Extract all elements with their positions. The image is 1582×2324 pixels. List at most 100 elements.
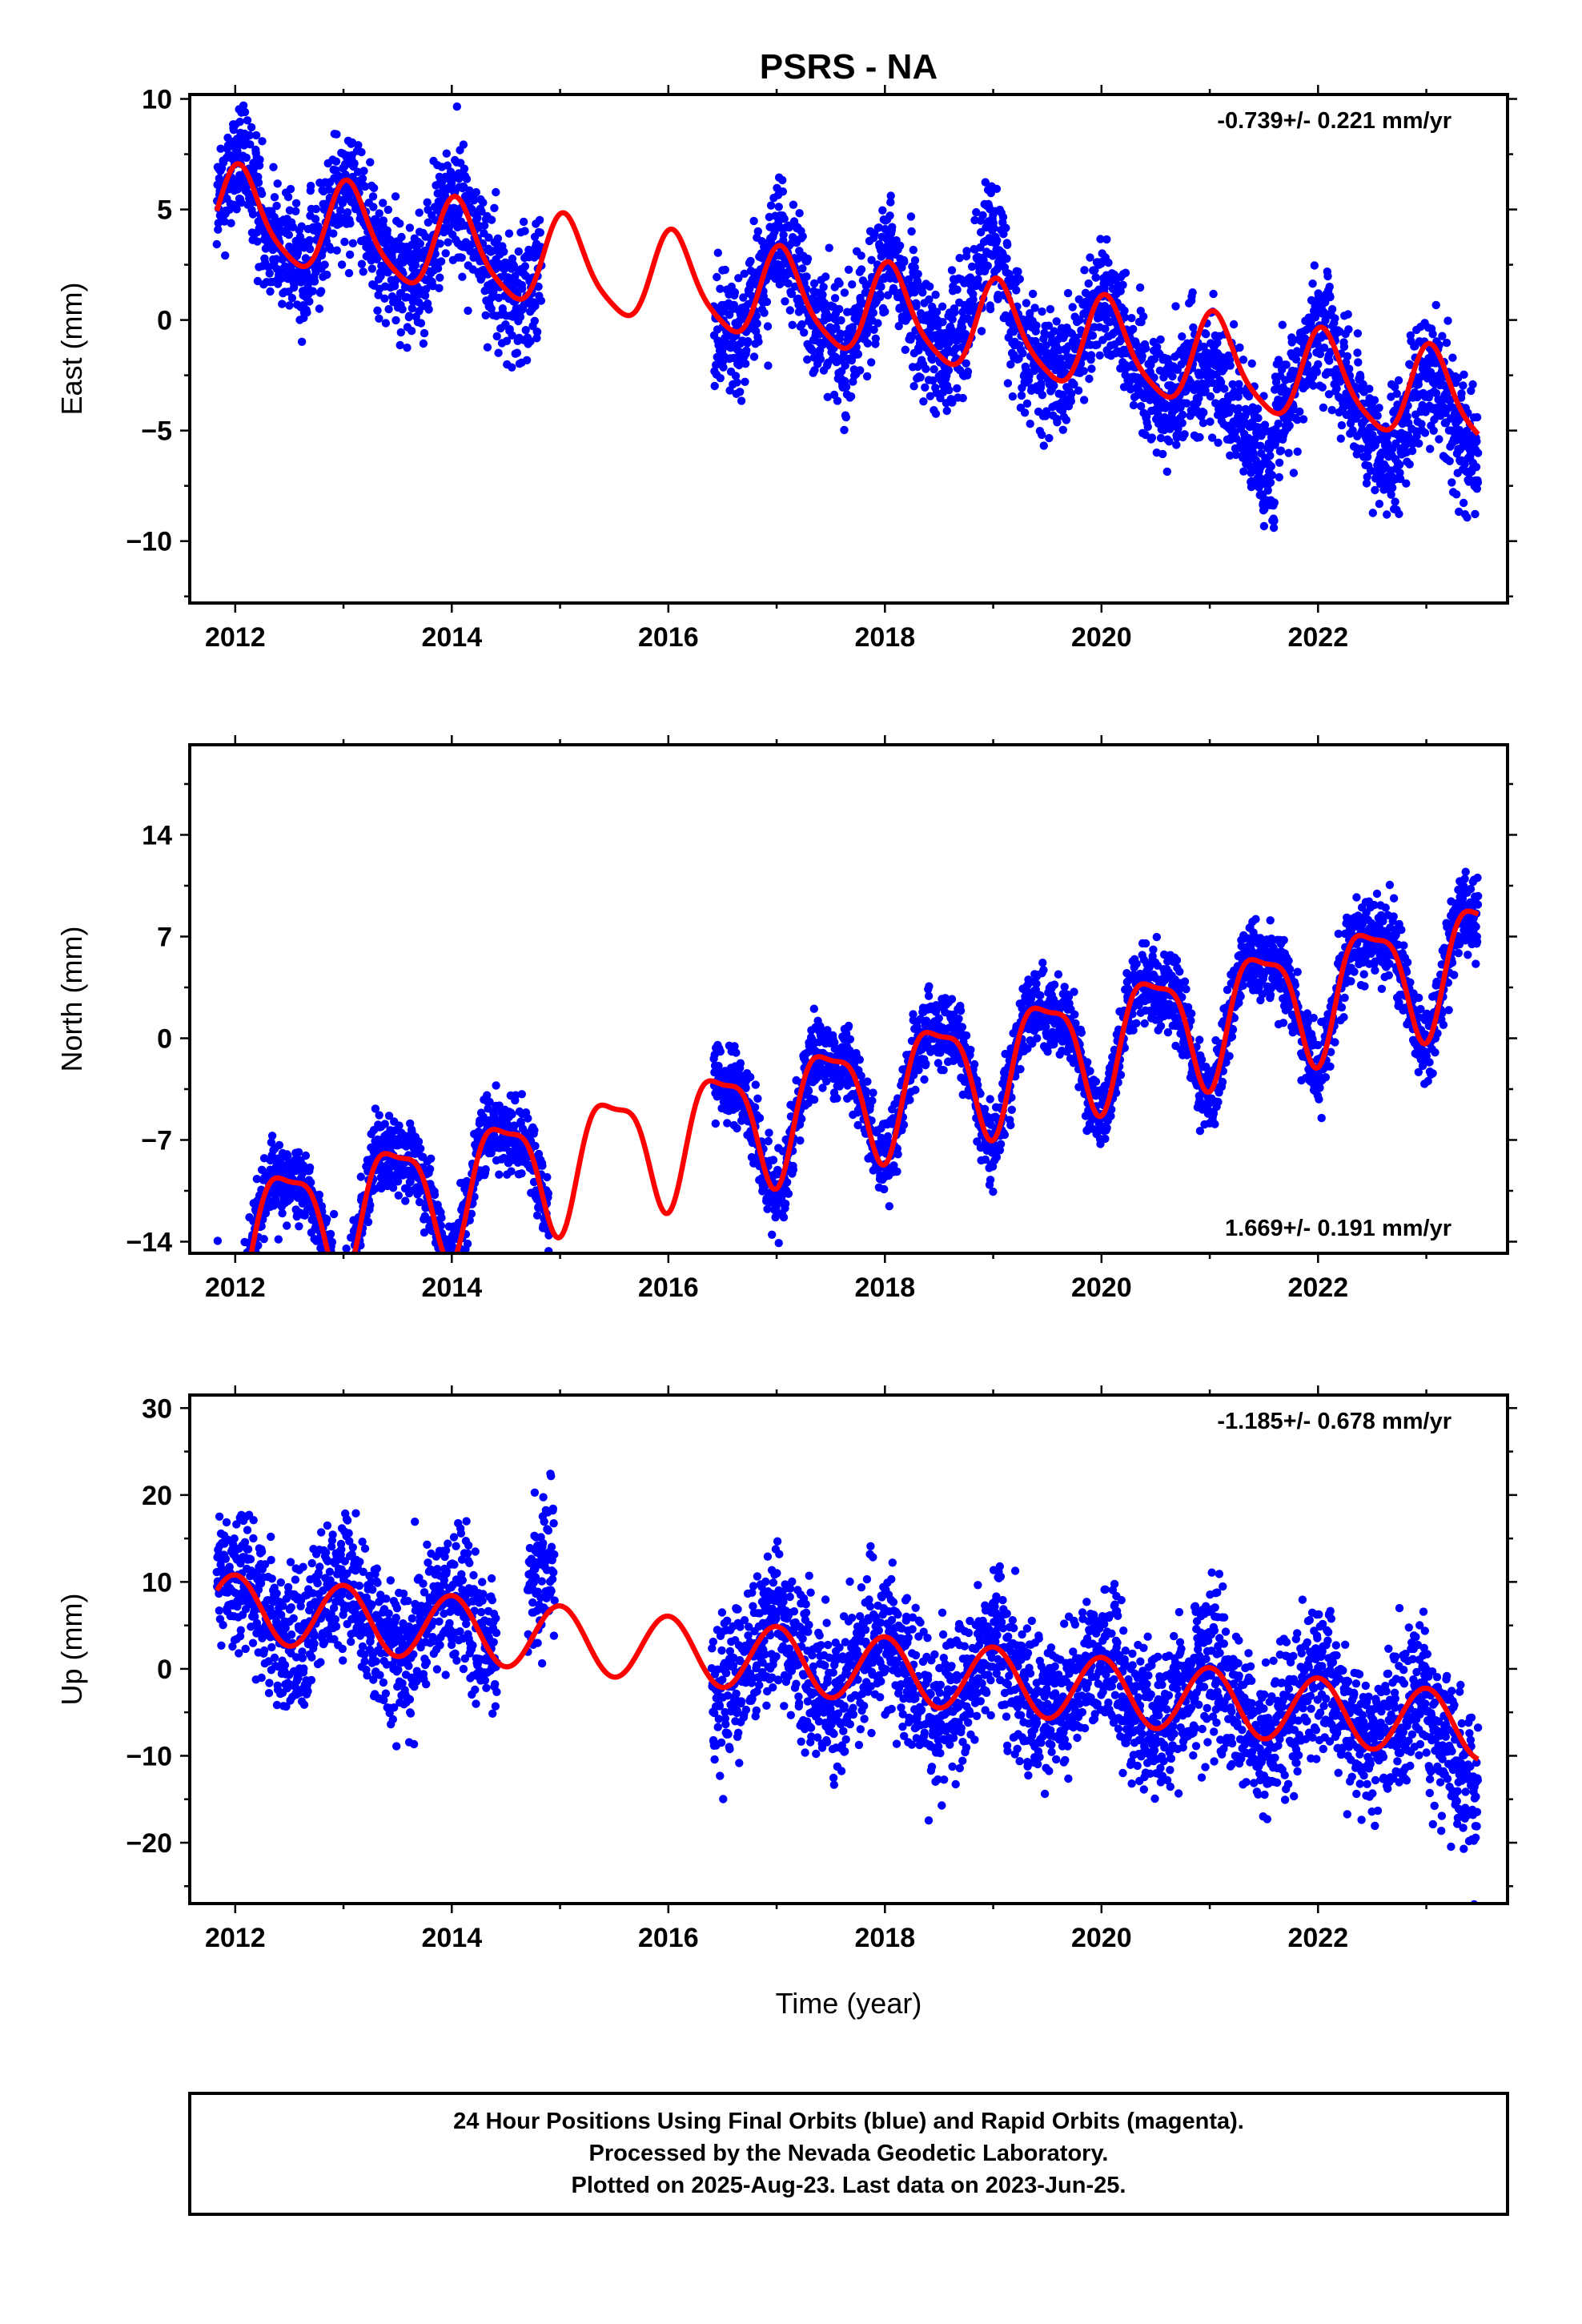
data-point [1395,468,1404,477]
data-point [1235,343,1244,352]
data-point [335,1261,343,1269]
data-point [992,184,1002,193]
data-point [514,247,523,256]
data-point [273,179,282,188]
data-point [1207,433,1217,442]
data-point [424,305,433,314]
data-point [473,214,482,223]
data-point [1310,261,1319,270]
data-point [1274,419,1283,428]
data-point [836,329,845,338]
data-point [1415,439,1423,448]
data-point [1214,438,1223,447]
data-point [375,1111,383,1120]
data-point [474,1127,483,1136]
data-point [1247,468,1255,477]
data-point [731,372,741,380]
east-frame [188,93,1509,605]
data-point [344,1297,352,1305]
data-point [1096,235,1105,243]
data-point [1039,441,1049,450]
data-point [1177,360,1186,369]
data-point [788,320,797,329]
data-point [310,277,319,286]
data-point [1038,307,1046,316]
data-point [1445,456,1454,465]
data-point [341,170,350,179]
data-point [350,1263,358,1271]
data-point [333,1296,341,1304]
data-point [487,215,496,224]
data-point [1435,435,1443,444]
data-point [931,409,941,418]
data-point [323,1215,331,1224]
data-point [846,392,856,401]
data-point [342,1269,350,1277]
data-point [1383,510,1391,519]
data-point [502,336,512,345]
data-point [1141,344,1150,353]
data-point [500,247,508,256]
data-point [254,1241,263,1250]
data-point [325,1286,333,1294]
data-point [1472,485,1482,493]
data-point [1235,380,1243,388]
data-point [951,344,961,353]
data-point [234,1264,242,1272]
data-point [424,218,432,227]
data-point [863,339,873,348]
data-point [272,255,281,263]
data-point [819,283,828,292]
data-point [538,1161,547,1170]
data-point [380,1120,389,1128]
data-point [896,241,905,250]
data-point [335,1285,343,1293]
data-point [1228,380,1237,389]
data-point [420,292,430,300]
data-point [1327,304,1337,314]
data-point [1271,378,1281,387]
data-point [740,269,749,278]
data-point [325,1289,333,1297]
data-point [1460,370,1468,379]
x-tick-label: 2012 [205,622,266,653]
data-point [436,239,444,248]
data-point [350,159,359,168]
data-point [1220,384,1229,393]
data-point [337,260,347,269]
data-point [1348,426,1357,435]
data-point [543,1172,552,1182]
data-point [1368,509,1378,517]
data-point [1270,498,1279,507]
data-point [969,295,978,304]
data-point [910,255,920,265]
data-point [918,288,927,297]
data-point [307,1178,315,1187]
data-point [857,265,866,274]
x-tick-label: 2022 [1287,622,1348,653]
data-point [220,1305,228,1313]
data-point [320,260,329,269]
data-point [327,1237,337,1247]
data-point [439,1255,447,1263]
data-point [1135,283,1145,292]
data-point [274,1235,283,1244]
data-point [501,259,511,267]
data-point [1426,444,1435,453]
data-point [1459,381,1468,390]
data-point [947,266,957,275]
data-point [405,223,415,232]
data-point [338,1266,346,1274]
data-point [1129,324,1138,334]
data-point [1373,412,1382,420]
data-point [716,1047,725,1056]
data-point [214,1263,222,1271]
data-point [229,1305,237,1313]
data-point [1014,267,1022,276]
data-point [1093,340,1102,349]
data-point [295,1222,303,1231]
data-point [739,293,748,302]
